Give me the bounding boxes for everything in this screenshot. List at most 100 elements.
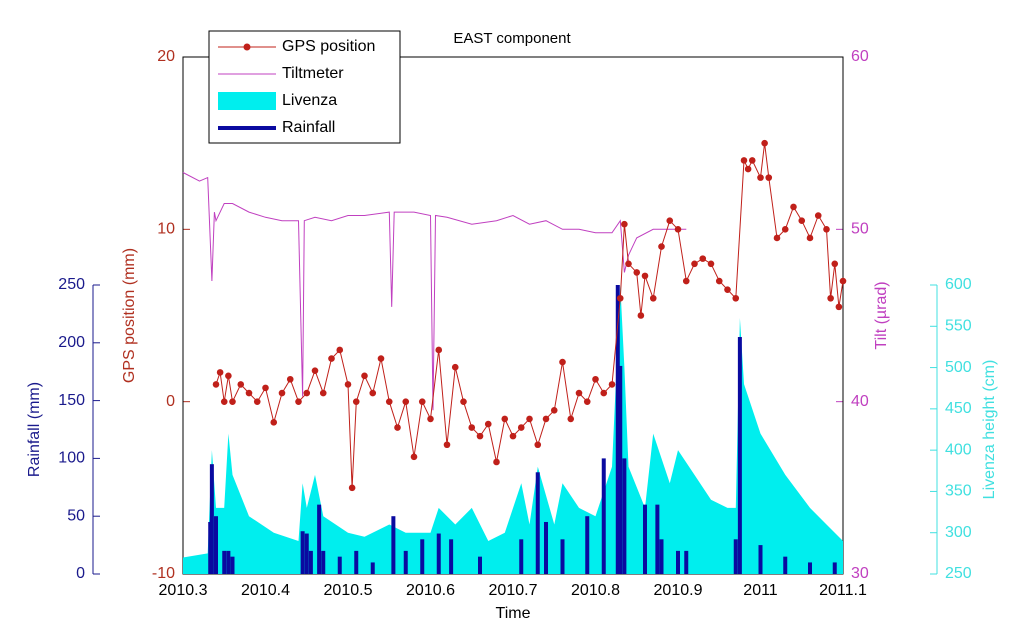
line [182,172,687,411]
bar [733,539,738,574]
point [765,174,773,181]
y-tick-label: 300 [945,524,972,541]
bar [737,337,742,574]
point [637,312,645,319]
point [319,389,327,397]
x-tick-label: 2010.6 [406,582,455,599]
bar [615,285,620,574]
point [262,384,269,392]
point [278,389,286,397]
x-tick-label: 2010.3 [159,582,208,599]
y-tick-label: 250 [58,276,85,293]
point [790,203,797,211]
point [827,294,834,302]
point [608,381,616,388]
y-tick-label: 150 [58,392,85,409]
y-tick-label: 200 [58,334,85,351]
point [377,355,385,362]
y-tick-label: 60 [851,48,869,65]
point [559,358,566,366]
legend-swatch [218,92,276,110]
y-axis-title: Tilt (µrad) [873,281,890,349]
point [757,174,764,181]
y-tick-label: 350 [945,483,972,500]
point [682,277,690,285]
bar [808,562,812,574]
point [509,432,517,440]
point [633,269,641,276]
point [493,458,500,466]
bar [321,550,326,574]
y-tick-label: 0 [166,393,175,410]
point [237,381,245,388]
point [835,303,843,311]
point [501,415,509,423]
bar [618,365,623,574]
x-axis-title: Time [496,605,531,622]
bar [601,458,606,574]
bar [214,516,218,574]
plot-area [182,139,847,574]
point [402,398,410,405]
point [691,260,698,268]
point [748,157,756,164]
y-axis-title: GPS position (mm) [121,248,138,383]
point [814,212,822,219]
point [621,220,628,228]
point [666,217,674,225]
bar [230,556,235,574]
point [600,389,608,397]
point [699,255,707,262]
point [286,375,294,383]
bar [684,550,689,574]
point [225,372,232,380]
bar [226,550,231,574]
bar [676,550,680,574]
point [245,389,253,397]
bar [783,556,788,574]
y-tick-label: 100 [58,450,85,467]
point [773,234,781,242]
point [625,260,632,268]
bar [391,516,396,574]
bar [832,562,837,574]
point [806,234,814,242]
point [744,165,752,173]
point [707,260,715,268]
point [517,424,525,431]
y-axis-title: Rainfall (mm) [26,382,43,477]
point [592,375,599,383]
point [649,294,657,302]
point [732,294,740,302]
bar [304,533,309,574]
x-tick-label: 2011 [743,582,778,599]
legend-marker [243,43,251,51]
point [443,441,451,449]
point [781,226,789,233]
bar [643,504,647,574]
chart-title: EAST component [453,30,571,47]
point [212,381,220,388]
y-tick-label: 450 [945,400,972,417]
point [484,420,492,428]
point [616,294,624,302]
x-tick-label: 2010.5 [324,582,373,599]
bar [222,550,227,574]
x-tick-label: 2010.4 [241,582,290,599]
point [534,441,542,449]
bar [655,504,660,574]
point [451,363,459,371]
point [410,453,418,461]
point [394,424,401,431]
y-tick-label: 400 [945,441,972,458]
y-tick-label: 0 [76,565,85,582]
y-tick-label: 40 [851,393,869,410]
point [328,355,335,362]
point [526,415,533,423]
y-tick-label: 250 [945,565,972,582]
point [361,372,368,380]
bar [478,556,482,574]
bar [585,516,590,574]
point [348,484,356,492]
point [724,286,731,293]
